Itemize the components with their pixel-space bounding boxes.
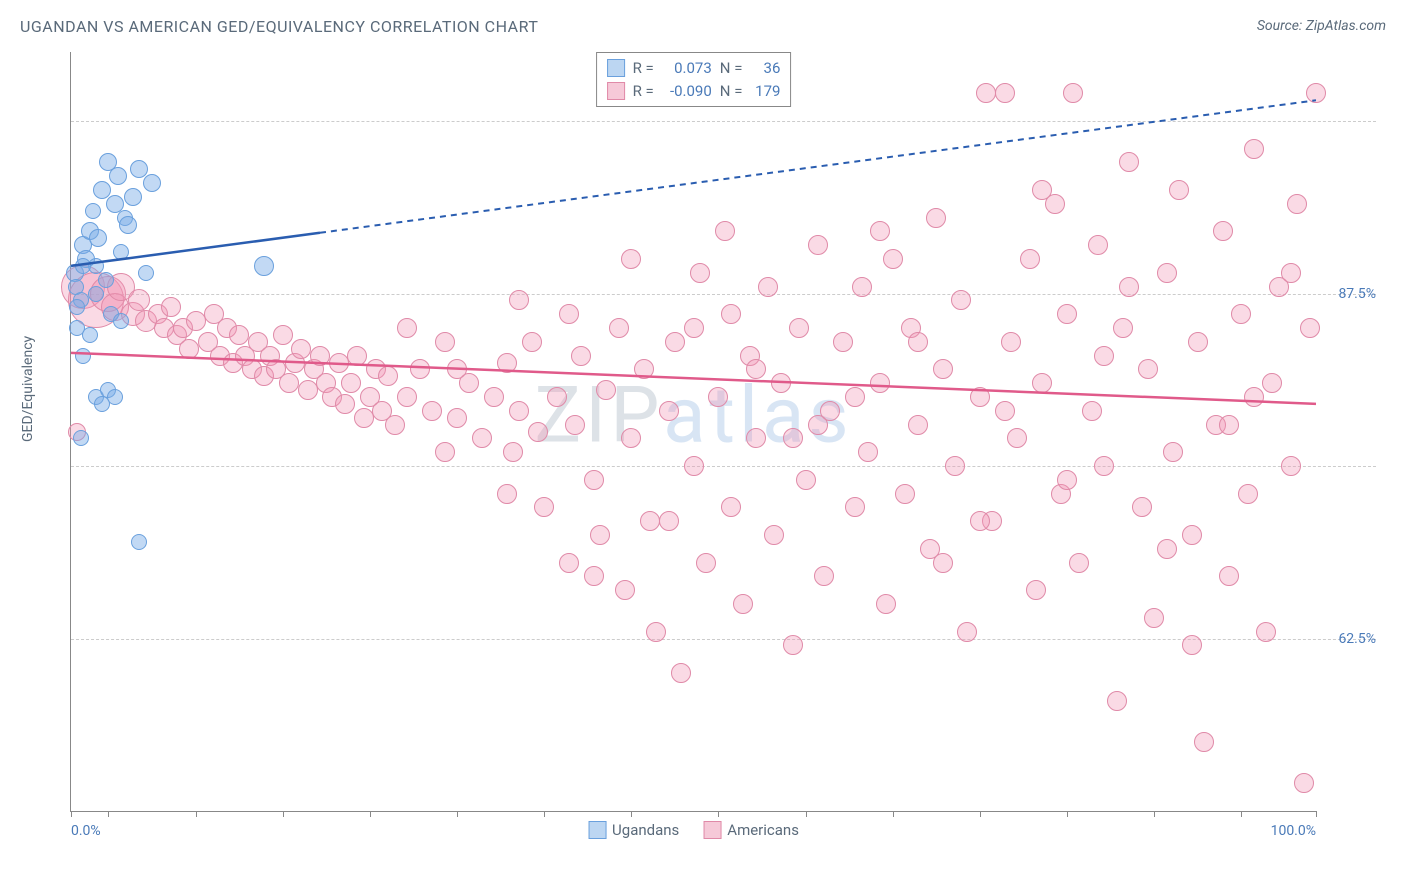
- swatch-americans: [607, 82, 625, 100]
- chart-title: UGANDAN VS AMERICAN GED/EQUIVALENCY CORR…: [20, 17, 538, 36]
- x-tick: [1241, 811, 1242, 817]
- stat-r-label: R =: [633, 57, 654, 80]
- legend-label: Ugandans: [612, 821, 679, 839]
- legend-label: Americans: [727, 821, 799, 839]
- x-tick: [631, 811, 632, 817]
- x-tick: [283, 811, 284, 817]
- stat-n-label: N =: [720, 80, 743, 103]
- legend-item-americans: Americans: [703, 821, 799, 839]
- stat-row-2: R = -0.090 N = 179: [607, 80, 781, 103]
- stat-n-value-2: 179: [750, 80, 780, 103]
- x-tick: [1067, 811, 1068, 817]
- stat-r-label: R =: [633, 80, 654, 103]
- x-tick: [806, 811, 807, 817]
- x-tick: [196, 811, 197, 817]
- plot-area: ZIPatlas R = 0.073 N = 36 R = -0.090 N =…: [70, 52, 1316, 812]
- y-tick-label: 62.5%: [1321, 631, 1376, 647]
- stat-n-label: N =: [720, 57, 743, 80]
- x-tick: [108, 811, 109, 817]
- x-tick-label: 0.0%: [71, 823, 101, 839]
- x-tick-label: 100.0%: [1271, 823, 1316, 839]
- x-tick: [370, 811, 371, 817]
- trend-line-solid: [71, 353, 1316, 404]
- trend-line-solid: [71, 233, 320, 266]
- x-tick: [1154, 811, 1155, 817]
- y-axis-label: GED/Equivalency: [20, 336, 36, 442]
- y-tick-label: 87.5%: [1321, 286, 1376, 302]
- stat-row-1: R = 0.073 N = 36: [607, 57, 781, 80]
- legend-swatch-americans: [703, 821, 721, 839]
- swatch-ugandans: [607, 59, 625, 77]
- stat-n-value-1: 36: [750, 57, 780, 80]
- stats-box: R = 0.073 N = 36 R = -0.090 N = 179: [596, 52, 792, 107]
- x-tick: [544, 811, 545, 817]
- x-tick: [1316, 811, 1317, 817]
- chart-container: GED/Equivalency ZIPatlas R = 0.073 N = 3…: [20, 42, 1386, 842]
- source-label: Source: ZipAtlas.com: [1257, 18, 1386, 34]
- x-tick: [718, 811, 719, 817]
- x-tick: [980, 811, 981, 817]
- x-tick: [71, 811, 72, 817]
- legend-item-ugandans: Ugandans: [588, 821, 679, 839]
- stat-r-value-2: -0.090: [662, 80, 712, 103]
- legend-swatch-ugandans: [588, 821, 606, 839]
- bottom-legend: Ugandans Americans: [588, 821, 799, 839]
- x-tick: [893, 811, 894, 817]
- trend-overlay: [71, 52, 1316, 811]
- trend-line-dashed: [320, 100, 1316, 232]
- stat-r-value-1: 0.073: [662, 57, 712, 80]
- x-tick: [457, 811, 458, 817]
